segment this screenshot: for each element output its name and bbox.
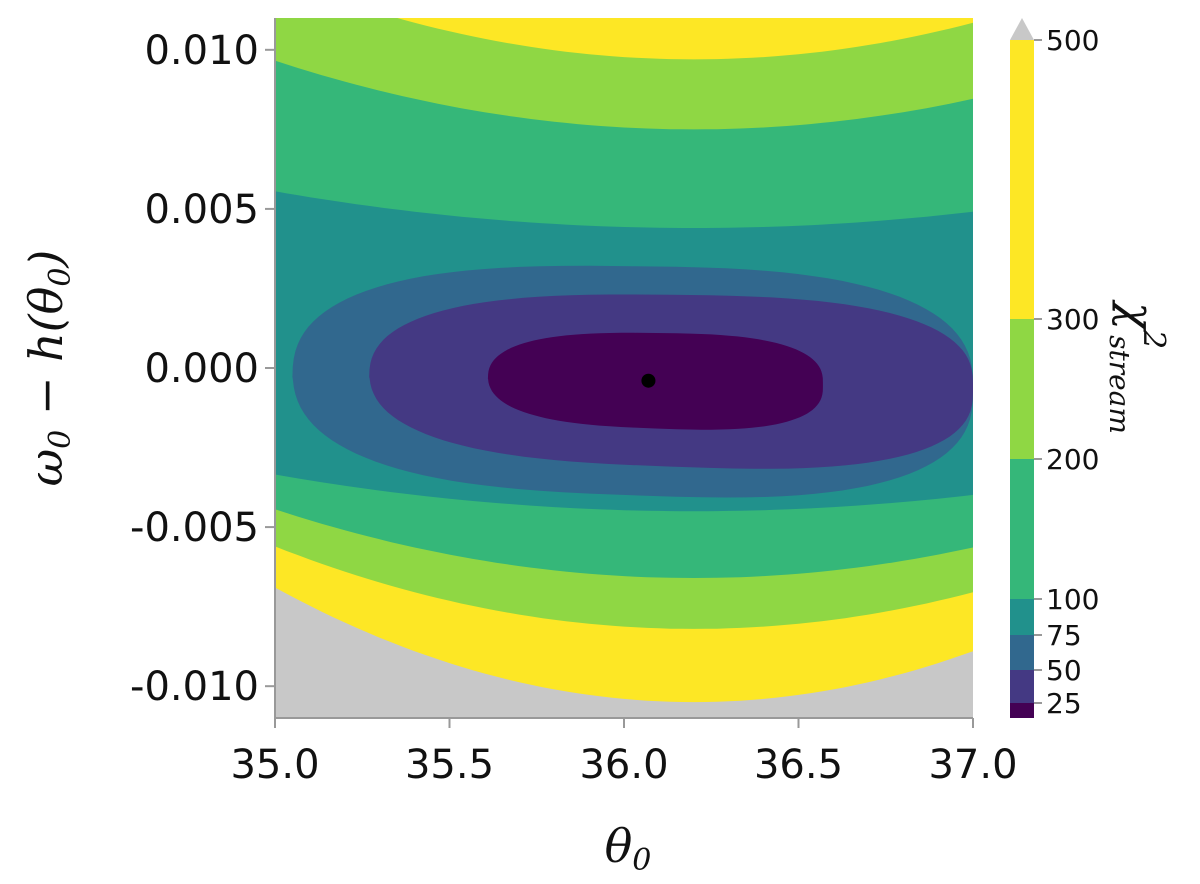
- y-tick-label: 0.005: [144, 187, 259, 233]
- x-tick-label: 36.5: [754, 742, 843, 788]
- x-tick-label: 35.5: [405, 742, 494, 788]
- colorbar-segment-75: [1010, 635, 1034, 670]
- y-tick-label: -0.005: [130, 505, 259, 551]
- x-axis-label: θ0: [605, 819, 652, 878]
- colorbar-segment-300: [1010, 319, 1034, 459]
- colorbar-segment-200: [1010, 459, 1034, 599]
- y-axis-label: ω0 − h(θ0): [19, 250, 78, 487]
- colorbar-tick-label: 300: [1046, 303, 1099, 336]
- colorbar-tick-label: 500: [1046, 24, 1099, 57]
- colorbar-tick-label: 25: [1046, 687, 1082, 720]
- colorbar-segment-100: [1010, 599, 1034, 635]
- x-tick-label: 37.0: [928, 742, 1017, 788]
- colorbar-segment-500: [1010, 40, 1034, 319]
- y-tick-label: -0.010: [130, 664, 259, 710]
- colorbar-tick-label: 75: [1046, 619, 1082, 652]
- colorbar-segment-25: [1010, 703, 1034, 718]
- minimum-point: [641, 373, 656, 388]
- y-tick-label: 0.000: [144, 346, 259, 392]
- x-tick-label: 36.0: [579, 742, 668, 788]
- colorbar-tick-label: 200: [1046, 443, 1099, 476]
- colorbar-tick-label: 50: [1046, 654, 1082, 687]
- colorbar-tick-label: 100: [1046, 583, 1099, 616]
- x-tick-label: 35.0: [230, 742, 319, 788]
- y-tick-label: 0.010: [144, 28, 259, 74]
- colorbar-segment-50: [1010, 670, 1034, 703]
- axes: 35.0 35.5 36.0 36.5 37.0 0.010 0.005 0.000 -0.00…: [130, 18, 1018, 788]
- colorbar-extend-triangle: [1010, 18, 1034, 40]
- colorbar-label: χ2stream: [1103, 299, 1171, 434]
- plot-area: [275, 18, 973, 718]
